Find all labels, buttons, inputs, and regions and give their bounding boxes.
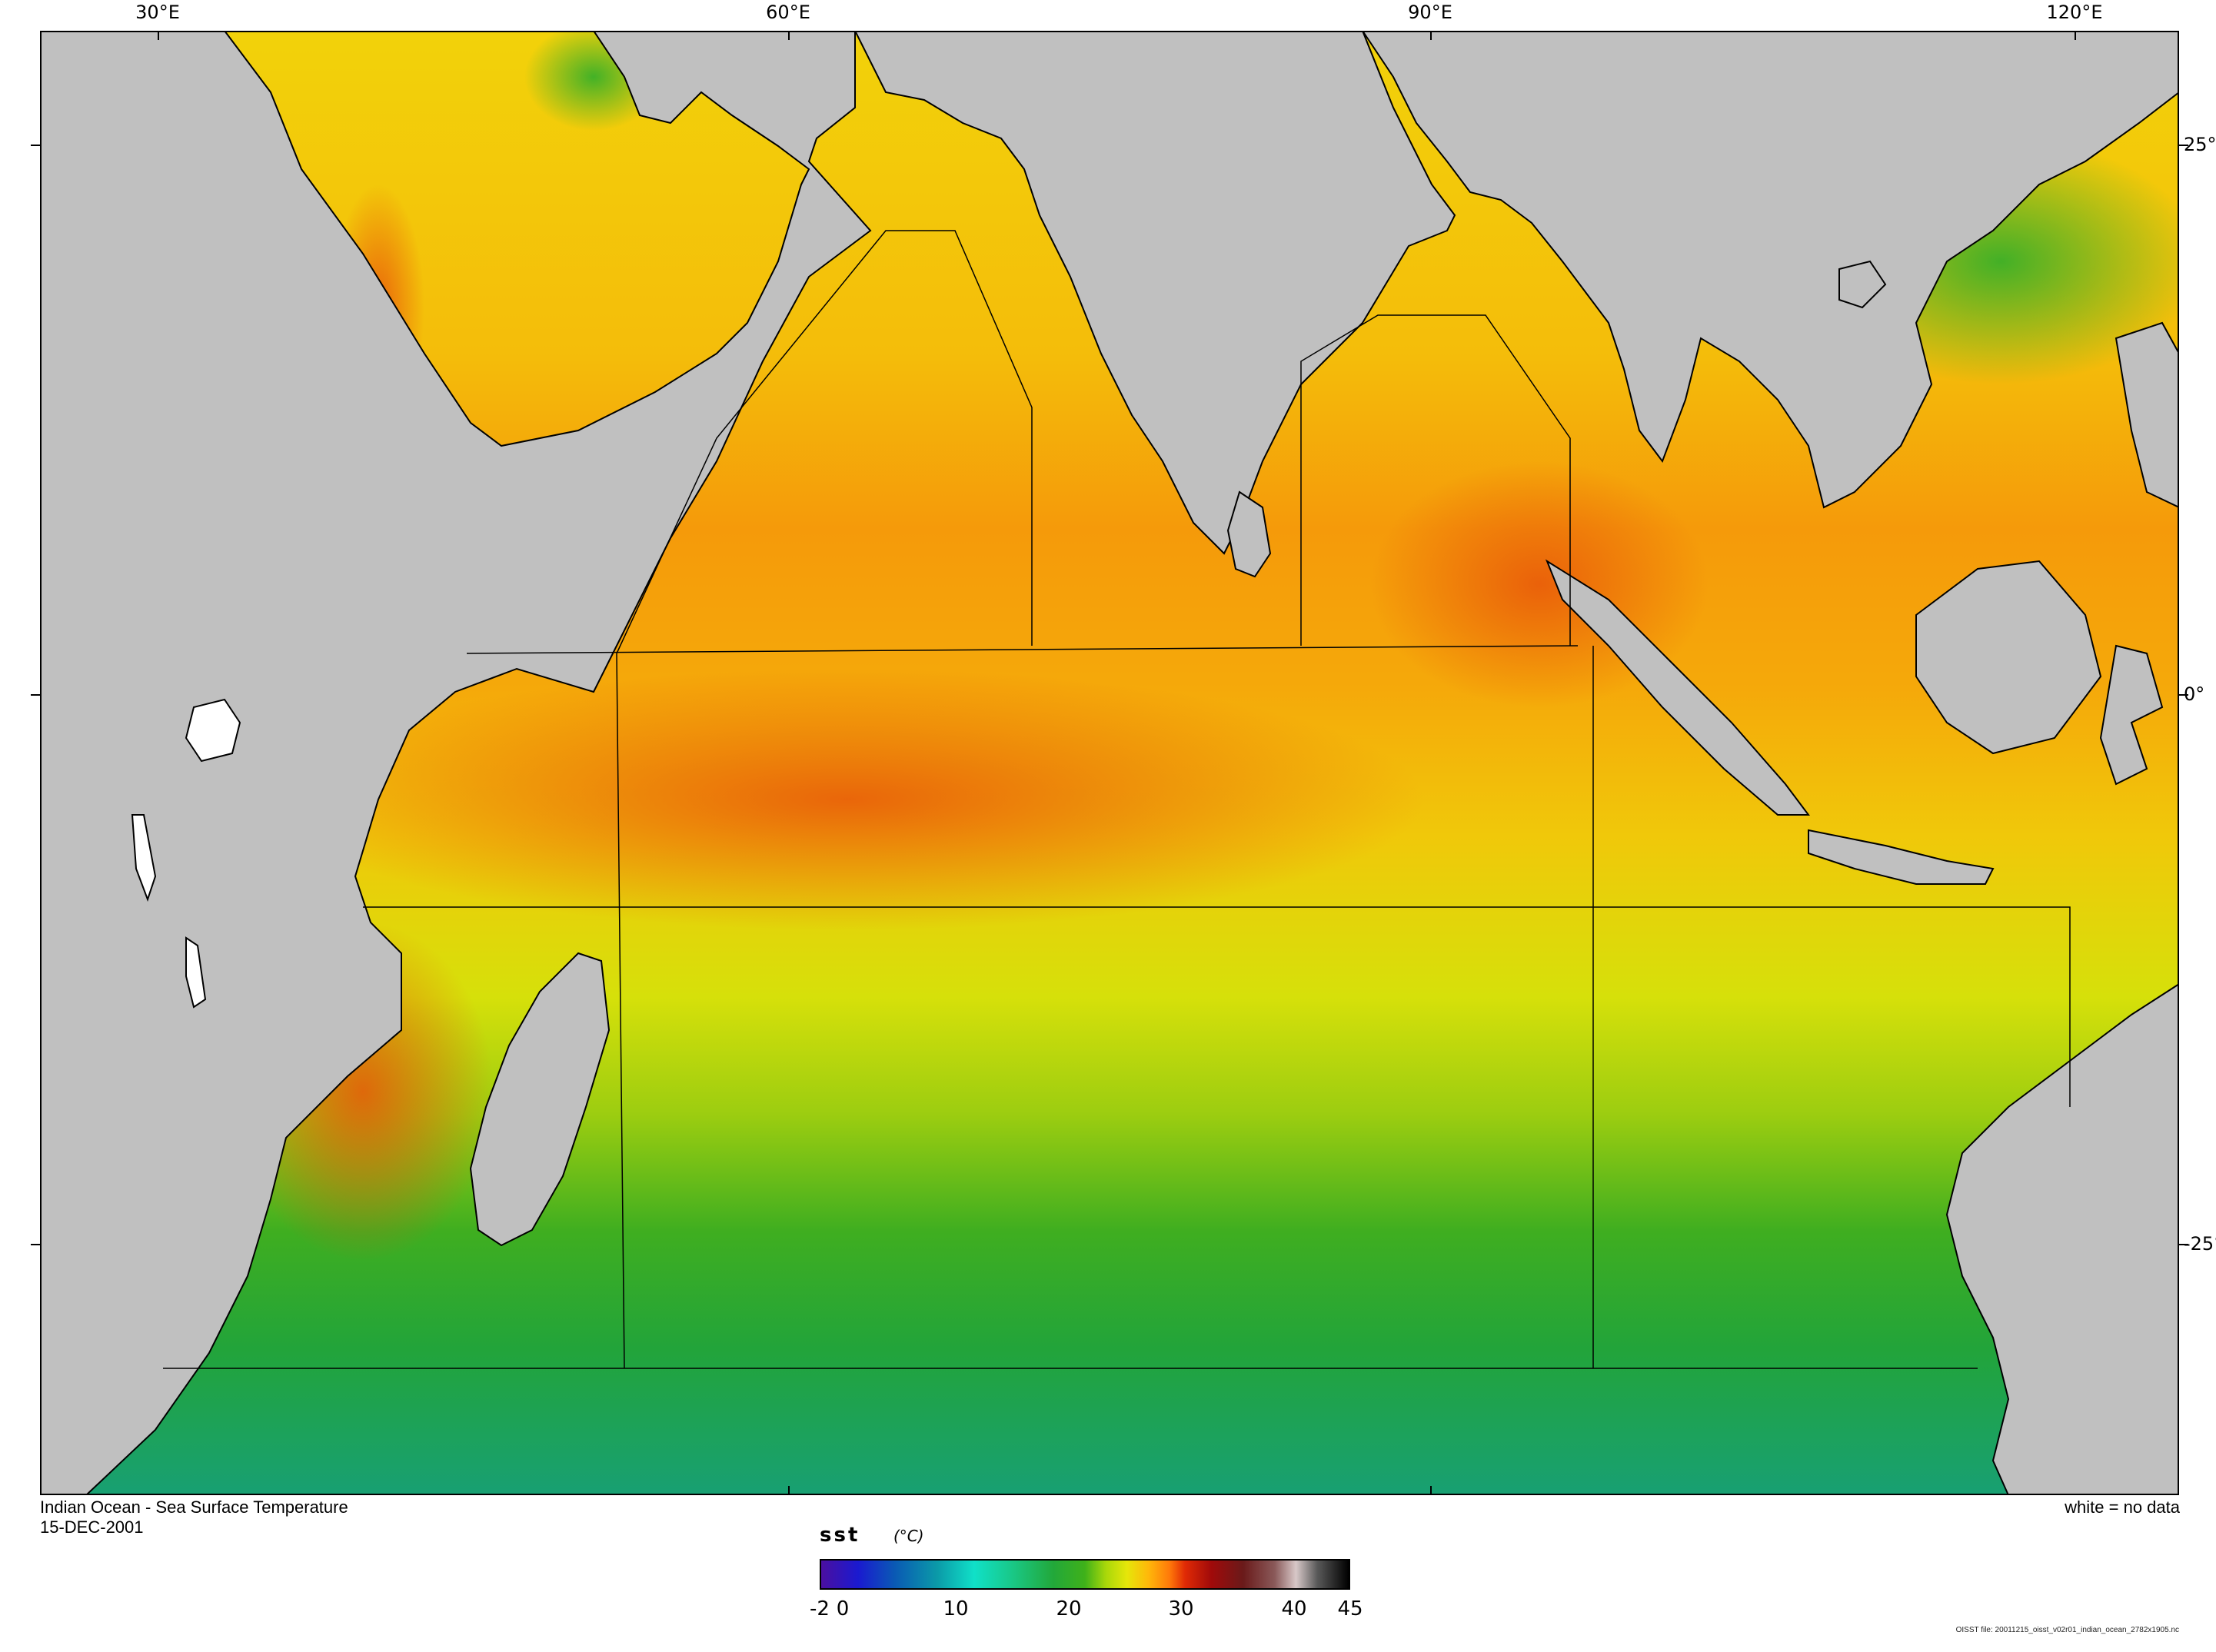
land-masses	[40, 31, 2179, 1495]
lake-tanganyika	[131, 814, 157, 902]
madagascar-land	[469, 952, 611, 1247]
map-frame	[40, 31, 2179, 1495]
bay-of-bengal-box	[1300, 314, 1571, 646]
colorbar-tick-10: 10	[943, 1597, 969, 1620]
map-caption: Indian Ocean - Sea Surface Temperature 1…	[40, 1497, 348, 1537]
tick-top-90e	[1430, 31, 1432, 40]
india-land	[853, 31, 1456, 555]
sumatra-land	[1545, 559, 1810, 816]
tick-bottom-90e	[1430, 1486, 1432, 1495]
tick-left-minus-25	[31, 1244, 40, 1245]
lake-malawi	[185, 936, 207, 1009]
lon-label-30e: 30°E	[135, 2, 180, 23]
sst-map-image	[40, 31, 2179, 1495]
lat-label-minus-25: -25°	[2184, 1233, 2216, 1255]
tick-right-25	[2179, 145, 2188, 146]
arabian-sea-box	[616, 230, 1033, 654]
equator-south-line	[363, 906, 2071, 1107]
tick-right-0	[2179, 694, 2188, 696]
borneo-land	[1915, 560, 2102, 755]
colorbar-tick-minus2: -2	[810, 1597, 830, 1620]
tick-right-minus-25	[2179, 1244, 2188, 1245]
tick-top-60e	[788, 31, 790, 40]
sst-map	[40, 31, 2179, 1495]
legend-variable: sst	[820, 1524, 860, 1547]
tick-left-25	[31, 145, 40, 146]
map-title: Indian Ocean - Sea Surface Temperature	[40, 1497, 348, 1517]
hainan-land	[1838, 260, 1887, 309]
tick-top-120e	[2075, 31, 2076, 40]
sri-lanka-land	[1226, 490, 1272, 578]
west-meridian-line	[616, 653, 625, 1369]
legend-unit: (°C)	[893, 1527, 924, 1545]
philippines-land	[2115, 321, 2179, 509]
file-footnote: OISST file: 20011215_oisst_v02r01_indian…	[1955, 1626, 2179, 1634]
colorbar-tick-45: 45	[1337, 1597, 1363, 1620]
color-legend: sst (°C) -2 0 10 20 30 40 45	[810, 1524, 1363, 1624]
southeast-asia-land	[1361, 31, 2179, 509]
lon-label-90e: 90°E	[1408, 2, 1452, 23]
region-boundaries	[163, 230, 2071, 1369]
no-data-note: white = no data	[2065, 1497, 2180, 1517]
no-data-areas	[131, 698, 241, 1009]
colorbar	[820, 1559, 1350, 1590]
colorbar-tick-30: 30	[1168, 1597, 1194, 1620]
lake-victoria	[185, 698, 241, 763]
lat-label-25: 25°	[2184, 134, 2216, 155]
tick-top-30e	[158, 31, 159, 40]
colorbar-tick-0: 0	[836, 1597, 850, 1620]
africa-arabia-land	[40, 31, 872, 1495]
equatorial-warm-pool	[271, 669, 1424, 930]
colorbar-tick-40: 40	[1281, 1597, 1307, 1620]
map-date: 15-DEC-2001	[40, 1517, 144, 1537]
lon-label-60e: 60°E	[766, 2, 810, 23]
lon-label-120e: 120°E	[2046, 2, 2103, 23]
sulawesi-land	[2099, 644, 2164, 786]
colorbar-tick-20: 20	[1056, 1597, 1082, 1620]
java-land	[1808, 829, 1995, 885]
tick-bottom-60e	[788, 1486, 790, 1495]
equator-north-line	[466, 645, 1579, 654]
tick-left-0	[31, 694, 40, 696]
